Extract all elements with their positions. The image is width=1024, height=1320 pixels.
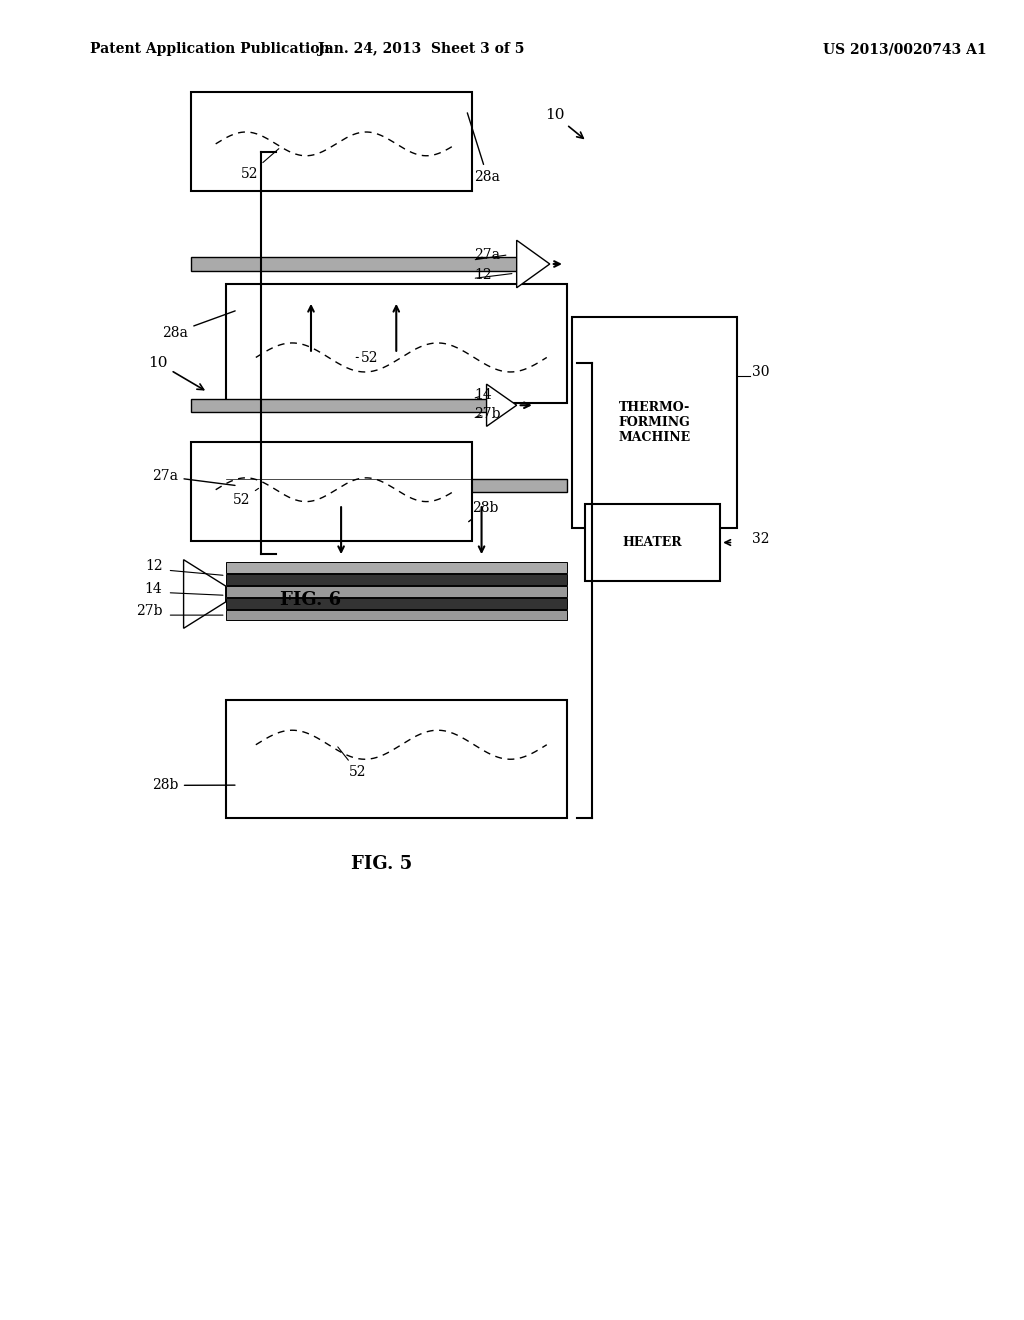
Polygon shape: [486, 384, 517, 426]
Text: HEATER: HEATER: [623, 536, 682, 549]
Text: 27b: 27b: [136, 605, 163, 618]
Polygon shape: [517, 240, 550, 288]
FancyBboxPatch shape: [190, 92, 471, 191]
FancyBboxPatch shape: [225, 479, 567, 492]
FancyBboxPatch shape: [190, 399, 486, 412]
Text: 28a: 28a: [467, 114, 501, 183]
Text: 27a: 27a: [474, 248, 501, 261]
Text: Patent Application Publication: Patent Application Publication: [90, 42, 330, 57]
Text: US 2013/0020743 A1: US 2013/0020743 A1: [822, 42, 986, 57]
Text: 27b: 27b: [474, 408, 501, 421]
FancyBboxPatch shape: [571, 317, 737, 528]
FancyBboxPatch shape: [585, 504, 720, 581]
FancyBboxPatch shape: [225, 586, 567, 597]
Text: 10: 10: [545, 108, 584, 139]
FancyBboxPatch shape: [225, 598, 567, 609]
Text: FIG. 5: FIG. 5: [350, 855, 412, 874]
Text: 52: 52: [232, 488, 258, 507]
Text: 10: 10: [148, 356, 204, 389]
Text: 30: 30: [753, 364, 770, 379]
Text: THERMO-
FORMING
MACHINE: THERMO- FORMING MACHINE: [618, 401, 690, 444]
Text: Jan. 24, 2013  Sheet 3 of 5: Jan. 24, 2013 Sheet 3 of 5: [318, 42, 524, 57]
Text: FIG. 6: FIG. 6: [281, 591, 342, 610]
Polygon shape: [183, 560, 225, 628]
Text: 52: 52: [356, 351, 379, 364]
Text: 28b: 28b: [153, 779, 234, 792]
Text: 27a: 27a: [153, 470, 236, 486]
FancyBboxPatch shape: [225, 574, 567, 585]
Text: 52: 52: [241, 149, 279, 181]
Text: 32: 32: [753, 532, 770, 545]
FancyBboxPatch shape: [190, 442, 471, 541]
Text: 28b: 28b: [469, 502, 499, 521]
Text: 12: 12: [474, 268, 493, 281]
FancyBboxPatch shape: [225, 562, 567, 573]
Text: 12: 12: [145, 560, 163, 573]
FancyBboxPatch shape: [190, 257, 517, 271]
Text: 14: 14: [144, 582, 163, 595]
Text: 28a: 28a: [163, 312, 236, 339]
FancyBboxPatch shape: [225, 700, 567, 818]
Text: 52: 52: [338, 747, 367, 779]
FancyBboxPatch shape: [225, 284, 567, 403]
Text: 14: 14: [474, 388, 493, 401]
FancyBboxPatch shape: [225, 610, 567, 620]
